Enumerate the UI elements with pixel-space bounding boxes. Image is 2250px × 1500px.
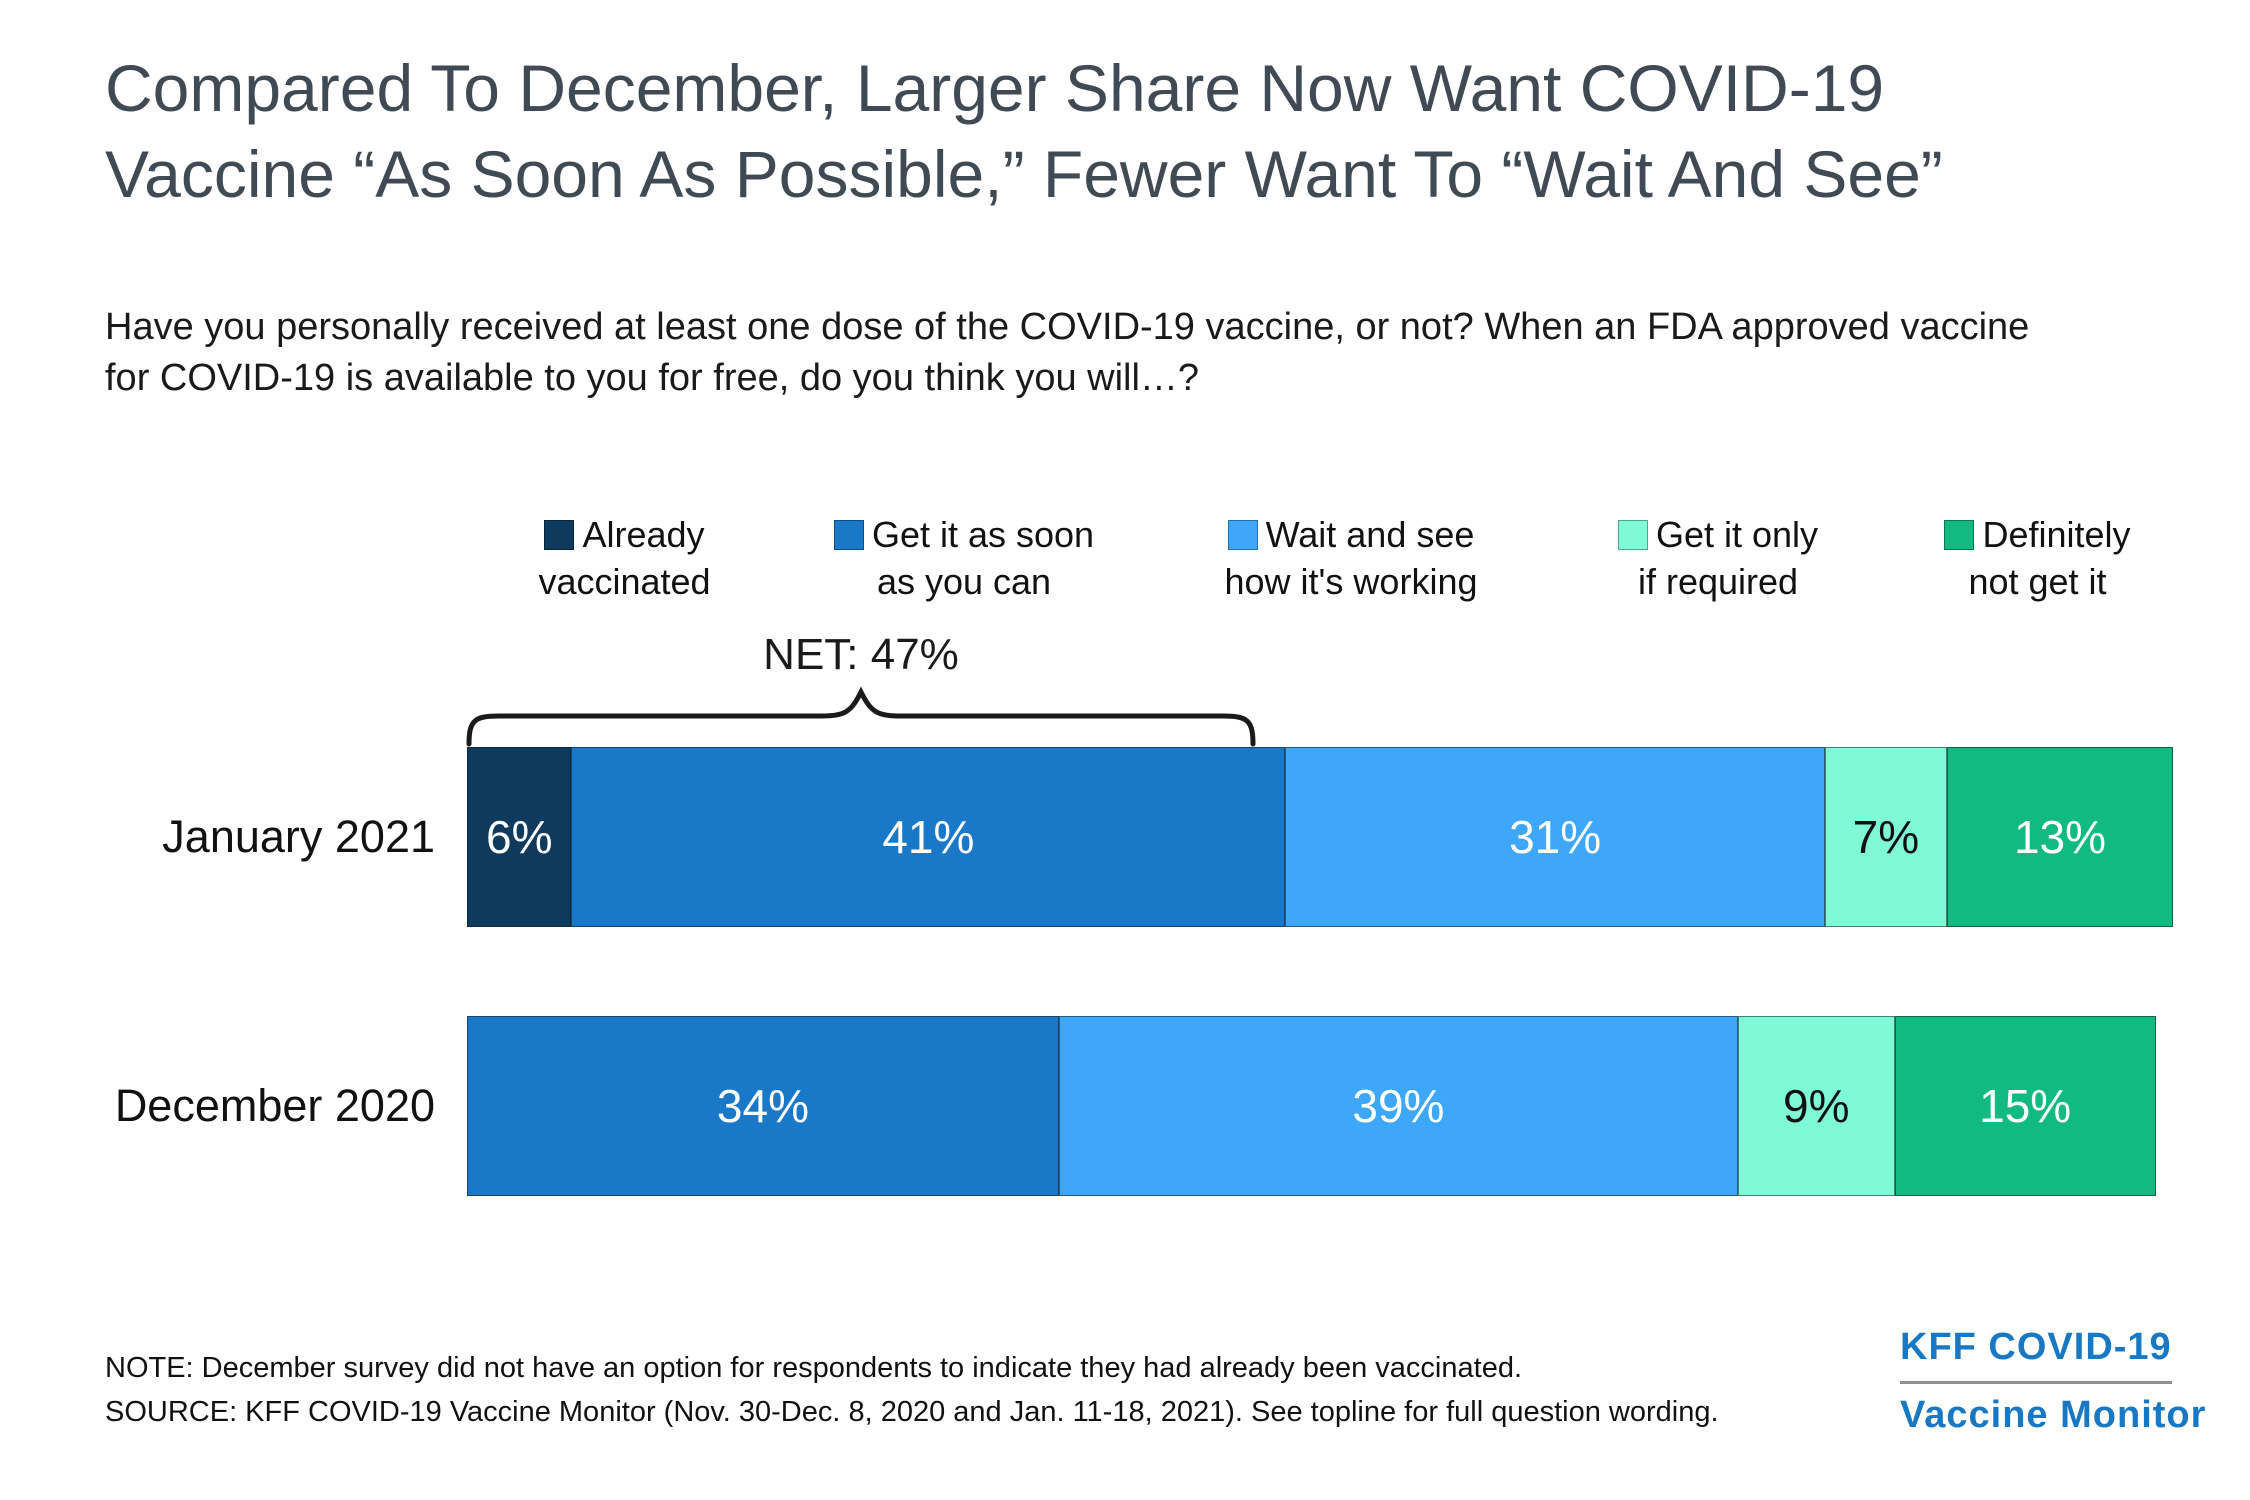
footnote-source: SOURCE: KFF COVID-19 Vaccine Monitor (No… <box>105 1396 1719 1428</box>
bar-december-2020: 34% 39% 9% 15% <box>467 1016 2208 1196</box>
legend-label: Definitely not get it <box>1968 514 2131 602</box>
legend-item: Definitely not get it <box>1935 512 2140 606</box>
row-label-january-2021: January 2021 <box>162 811 435 862</box>
bar-segment: 6% <box>467 747 572 927</box>
bar-segment: 31% <box>1285 747 1825 927</box>
bar-segment: 39% <box>1058 1016 1738 1196</box>
logo-line2: Vaccine Monitor <box>1900 1394 2207 1436</box>
legend-item: Already vaccinated <box>522 512 727 606</box>
legend-swatch-icon <box>1944 520 1975 550</box>
bar-segment: 41% <box>571 747 1286 927</box>
legend-label: Get it as soon as you can <box>871 514 1095 602</box>
kff-vaccine-monitor-logo: KFF COVID-19 Vaccine Monitor <box>1900 1326 2206 1437</box>
legend-label: Wait and see how it's working <box>1224 514 1478 602</box>
legend-swatch-icon <box>1617 520 1648 550</box>
net-brace-shape <box>466 686 1256 747</box>
row-label-december-2020: December 2020 <box>114 1080 435 1131</box>
legend-swatch-icon <box>1227 520 1258 550</box>
legend-item: Get it as soon as you can <box>833 512 1095 606</box>
logo-line1: KFF COVID-19 <box>1900 1326 2172 1384</box>
legend-label: Already vaccinated <box>538 514 711 602</box>
legend-swatch-icon <box>544 520 575 550</box>
bar-segment: 9% <box>1737 1016 1895 1196</box>
legend-swatch-icon <box>833 520 864 550</box>
bar-january-2021: 6% 41% 31% 7% 13% <box>467 747 2208 927</box>
legend-item: Wait and see how it's working <box>1201 512 1501 606</box>
net-annotation-label: NET: 47% <box>763 630 959 679</box>
bar-segment: 34% <box>467 1016 1059 1196</box>
page-title: Compared To December, Larger Share Now W… <box>105 51 1943 212</box>
bar-segment: 15% <box>1894 1016 2156 1196</box>
legend: Already vaccinated Get it as soon as you … <box>522 512 2140 606</box>
bar-segment: 13% <box>1946 747 2174 927</box>
legend-label: Get it only if required <box>1637 514 1819 602</box>
legend-item: Get it only if required <box>1607 512 1829 606</box>
footnote-note: NOTE: December survey did not have an op… <box>105 1352 1523 1384</box>
survey-question-text: Have you personally received at least on… <box>105 306 2030 399</box>
bar-segment: 7% <box>1824 747 1947 927</box>
